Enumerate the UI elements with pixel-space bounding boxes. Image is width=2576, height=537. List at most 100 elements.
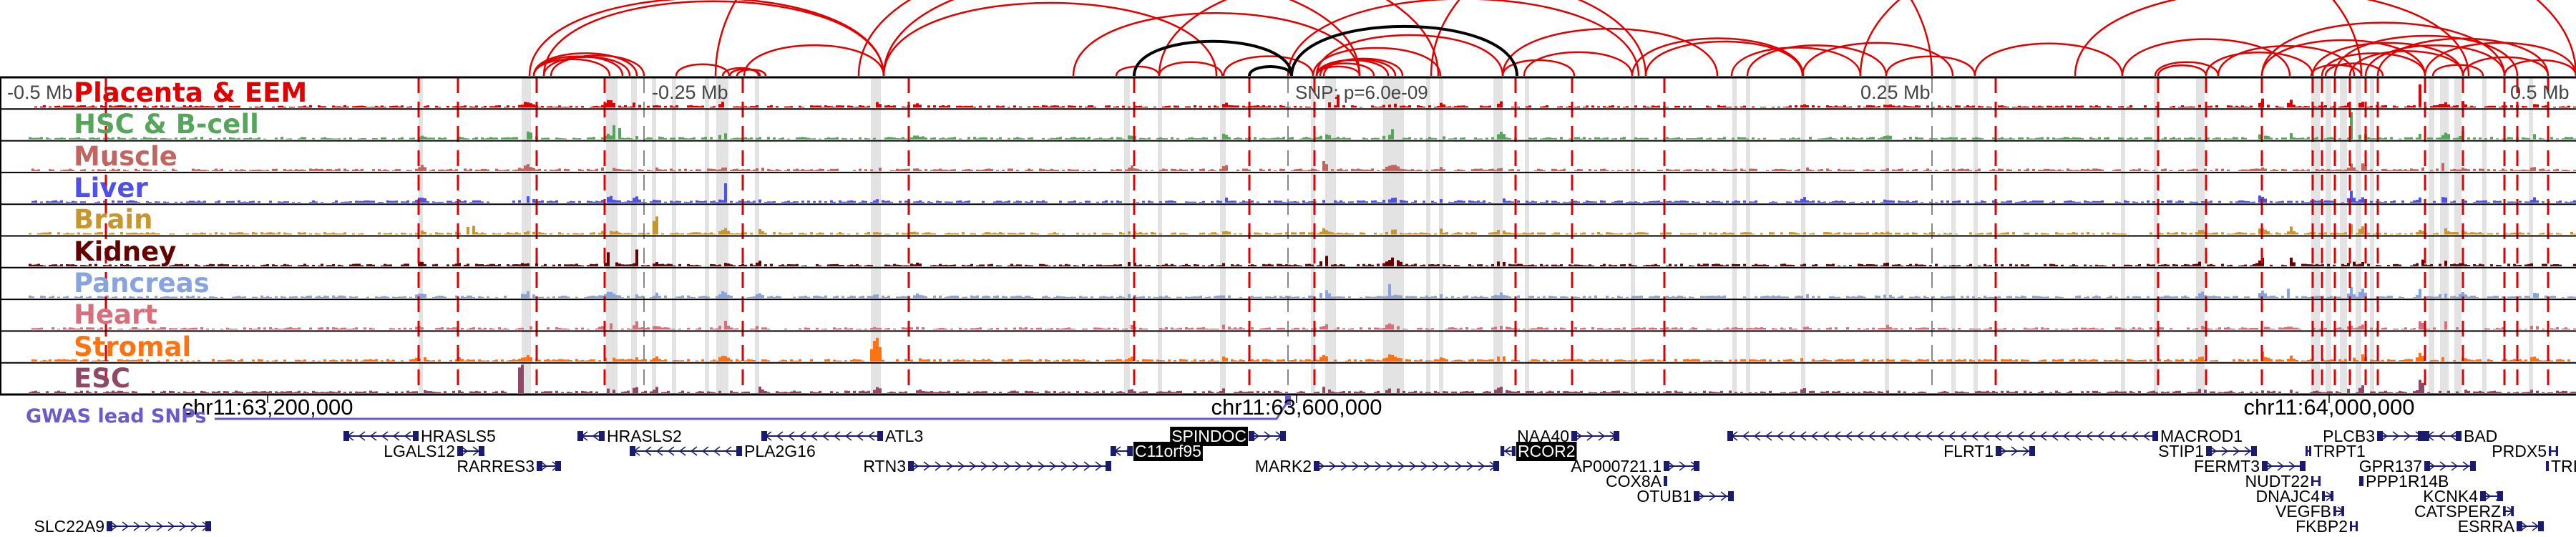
signal-bar (1030, 296, 1033, 299)
signal-bar (464, 360, 467, 362)
signal-bar (1674, 200, 1677, 203)
signal-bar (799, 105, 801, 108)
signal-bar (1660, 232, 1663, 235)
signal-bar (2330, 233, 2333, 235)
signal-bar (2107, 232, 2109, 235)
signal-bar (1159, 327, 1162, 330)
signal-bar (40, 106, 43, 108)
signal-bar (1938, 327, 1941, 330)
signal-bar (1271, 137, 1274, 140)
signal-bar (675, 200, 678, 203)
signal-bar (86, 359, 89, 362)
signal-bar (1111, 233, 1113, 235)
signal-bar (518, 105, 521, 108)
signal-bar (2161, 296, 2164, 299)
signal-bar (635, 321, 638, 330)
signal-bar (552, 359, 555, 362)
signal-bar (2456, 105, 2459, 108)
signal-bar (438, 327, 441, 330)
signal-bar (839, 200, 841, 203)
signal-bar (1929, 201, 1932, 203)
signal-bar (2178, 170, 2181, 171)
signal-bar (1142, 328, 1145, 330)
signal-bar (2026, 202, 2029, 203)
signal-bar (1013, 137, 1016, 140)
signal-bar (1282, 105, 1285, 108)
signal-bar (1626, 202, 1629, 203)
signal-bar (203, 200, 206, 203)
signal-bar (724, 320, 727, 330)
signal-bar (1923, 170, 1926, 171)
signal-bar (289, 169, 292, 171)
signal-bar (1984, 201, 1986, 203)
signal-bar (1340, 263, 1342, 266)
signal-bar (1574, 233, 1577, 235)
signal-bar (2379, 201, 2381, 203)
signal-bar (696, 264, 698, 266)
signal-bar (1820, 138, 1823, 140)
signal-bar (203, 233, 206, 235)
signal-bar (1076, 137, 1079, 140)
signal-bar (163, 296, 166, 299)
signal-bar (252, 359, 255, 362)
signal-bar (558, 359, 561, 362)
signal-bar (1362, 169, 1365, 171)
signal-bar (1362, 200, 1365, 203)
signal-bar (538, 232, 541, 235)
signal-bar (1022, 138, 1025, 140)
signal-bar (2035, 106, 2038, 108)
signal-bar (836, 137, 839, 140)
signal-bar (902, 106, 904, 108)
signal-bar (1674, 264, 1677, 266)
signal-bar (478, 170, 481, 171)
signal-bar (607, 197, 610, 203)
signal-bar (1434, 202, 1437, 203)
signal-bar (887, 233, 890, 235)
signal-bar (552, 296, 555, 299)
signal-bar (329, 169, 332, 171)
signal-bar (2507, 201, 2510, 203)
signal-bar (2233, 137, 2235, 140)
signal-bar (902, 296, 904, 299)
signal-bar (2310, 232, 2313, 235)
signal-bar (484, 360, 487, 362)
signal-bar (718, 104, 721, 108)
signal-bar (2524, 137, 2527, 140)
signal-bar (561, 233, 564, 235)
signal-bar (2467, 169, 2470, 171)
signal-bar (758, 228, 761, 235)
signal-bar (1680, 200, 1683, 203)
signal-track-7 (31, 320, 2576, 330)
signal-bar (2530, 200, 2533, 203)
signal-bar (1760, 326, 1763, 330)
signal-bar (896, 137, 899, 140)
signal-bar (2496, 264, 2499, 266)
signal-bar (192, 200, 195, 203)
signal-bar (1268, 233, 1271, 235)
signal-bar (1692, 138, 1694, 140)
signal-bar (2224, 327, 2227, 330)
signal-bar (2510, 233, 2513, 235)
signal-bar (2376, 264, 2379, 266)
signal-bar (2467, 265, 2470, 266)
signal-bar (1986, 233, 1989, 235)
signal-bar (2404, 233, 2407, 235)
signal-bar (2192, 263, 2195, 266)
signal-bar (2015, 264, 2018, 266)
signal-bar (927, 105, 930, 108)
signal-bar (1096, 264, 1099, 266)
signal-bar (790, 232, 793, 235)
signal-bar (504, 328, 507, 330)
signal-bar (2502, 326, 2504, 330)
signal-bar (953, 137, 956, 140)
signal-bar (1546, 105, 1548, 108)
signal-bar (421, 327, 424, 330)
signal-bar (2484, 106, 2487, 108)
signal-bar (258, 169, 260, 171)
signal-bar (114, 105, 117, 108)
signal-bar (92, 137, 94, 140)
signal-bar (192, 233, 195, 235)
signal-bar (2135, 296, 2138, 299)
signal-bar (1039, 327, 1042, 330)
signal-bar (1752, 137, 1755, 140)
